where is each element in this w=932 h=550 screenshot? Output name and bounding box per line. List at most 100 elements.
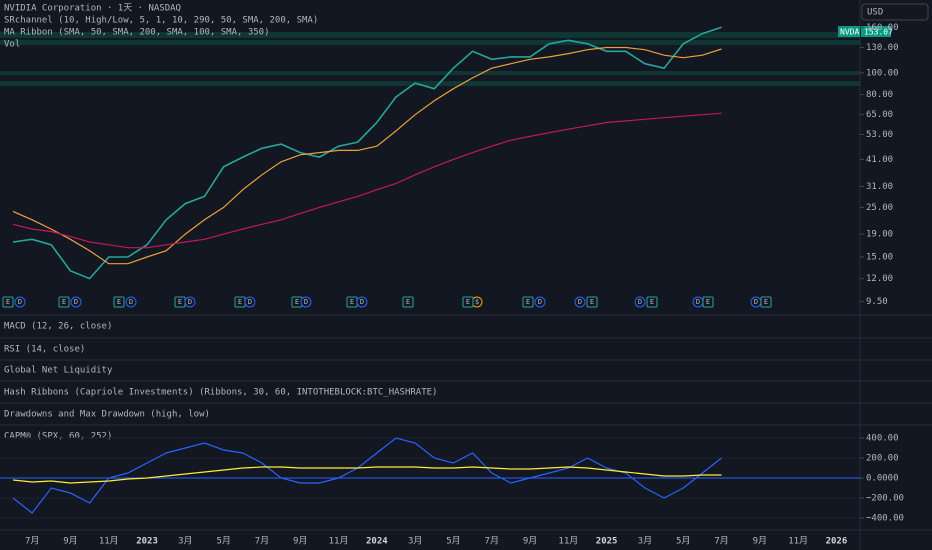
series-line	[12, 466, 722, 484]
event-label: E	[178, 298, 182, 306]
event-marker	[574, 296, 586, 308]
y-tick-label: 160.00	[866, 23, 899, 33]
x-tick-label: 11月	[788, 536, 808, 547]
sr-channels	[0, 32, 860, 86]
x-tick-label: 11月	[558, 536, 578, 547]
x-tick-label: 11月	[99, 536, 119, 547]
x-tick-label: 3月	[638, 536, 652, 547]
event-label: E	[6, 298, 10, 306]
event-label: D	[638, 298, 642, 306]
event-label: E	[117, 298, 121, 306]
title: NVIDIA Corporation · 1天 · NASDAQ	[4, 4, 181, 14]
last-price: 153.07	[864, 28, 893, 37]
pane-label: Global Net Liquidity	[4, 366, 113, 376]
event-label: D	[18, 298, 22, 306]
event-marker	[402, 296, 414, 308]
event-marker	[2, 296, 14, 308]
y-tick-label: 80.00	[866, 90, 893, 100]
y-tick-label: 31.00	[866, 182, 893, 192]
event-marker	[534, 296, 546, 308]
y-tick-label: −400.00	[866, 514, 904, 524]
y-tick-label: 25.00	[866, 203, 893, 213]
x-tick-label: 2026	[826, 537, 848, 547]
event-label: D	[248, 298, 252, 306]
event-marker	[646, 296, 658, 308]
event-marker	[522, 296, 534, 308]
y-tick-label: 400.00	[866, 434, 899, 444]
event-label: E	[466, 298, 470, 306]
y-tick-label: 19.00	[866, 230, 893, 240]
event-marker	[113, 296, 125, 308]
series-line	[12, 46, 722, 265]
x-tick-label: 2024	[366, 537, 388, 547]
x-tick-label: 5月	[676, 536, 690, 547]
pane-label: CAPM® (SPX, 60, 252)	[4, 432, 112, 442]
price-tag	[861, 26, 891, 37]
series-line	[12, 26, 722, 280]
event-label: E	[62, 298, 66, 306]
x-tick-label: 7月	[714, 536, 728, 547]
event-label: E	[706, 298, 710, 306]
event-label: D	[578, 298, 582, 306]
x-tick-label: 7月	[485, 536, 499, 547]
event-marker	[300, 296, 312, 308]
indicator: Vol	[4, 40, 20, 50]
event-label: E	[526, 298, 530, 306]
event-marker	[634, 296, 646, 308]
event-label: E	[350, 298, 354, 306]
pane-label: MACD (12, 26, close)	[4, 322, 112, 332]
pane-label: Drawdowns and Max Drawdown (high, low)	[4, 410, 210, 420]
y-tick-label: 130.00	[866, 43, 899, 53]
y-tick-label: 15.00	[866, 252, 893, 262]
event-label: D	[360, 298, 364, 306]
series-line	[12, 437, 722, 514]
currency-button[interactable]	[861, 3, 929, 21]
event-label: $	[475, 298, 479, 306]
event-label: D	[188, 298, 192, 306]
event-marker	[462, 296, 474, 308]
y-tick-label: 100.00	[866, 68, 899, 78]
x-tick-label: 7月	[25, 536, 39, 547]
event-label: D	[538, 298, 542, 306]
event-marker	[14, 296, 26, 308]
x-tick-label: 9月	[753, 536, 767, 547]
x-tick-label: 9月	[523, 536, 537, 547]
event-marker	[356, 296, 368, 308]
event-label: E	[650, 298, 654, 306]
x-tick-label: 11月	[329, 536, 349, 547]
x-tick-label: 9月	[293, 536, 307, 547]
y-tick-label: 12.00	[866, 274, 893, 284]
x-tick-label: 2025	[596, 537, 618, 547]
symbol-tag-text: NVDA	[840, 28, 859, 37]
indicator: MA Ribbon (SMA, 50, SMA, 200, SMA, 100, …	[4, 28, 270, 38]
x-tick-label: 5月	[216, 536, 230, 547]
x-tick-label: 3月	[178, 536, 192, 547]
x-tick-label: 9月	[63, 536, 77, 547]
event-label: D	[696, 298, 700, 306]
x-tick-label: 3月	[408, 536, 422, 547]
event-marker	[70, 296, 82, 308]
y-tick-label: 65.00	[866, 110, 893, 120]
event-marker	[184, 296, 196, 308]
event-marker	[702, 296, 714, 308]
currency[interactable]: USD	[867, 8, 883, 18]
event-marker	[125, 296, 137, 308]
event-marker	[244, 296, 256, 308]
y-tick-label: −200.00	[866, 494, 904, 504]
y-tick-label: 41.00	[866, 155, 893, 165]
y-tick-label: 0.0000	[866, 474, 899, 484]
event-label: D	[754, 298, 758, 306]
series-line	[12, 112, 722, 249]
x-tick-label: 2023	[136, 537, 158, 547]
indicator: SRchannel (10, High/Low, 5, 1, 10, 290, …	[4, 16, 318, 26]
event-marker	[586, 296, 598, 308]
x-tick-label: 5月	[446, 536, 460, 547]
event-marker	[760, 296, 772, 308]
y-tick-label: 200.00	[866, 454, 899, 464]
event-label: D	[304, 298, 308, 306]
event-label: E	[590, 298, 594, 306]
event-label: E	[295, 298, 299, 306]
event-label: D	[129, 298, 133, 306]
